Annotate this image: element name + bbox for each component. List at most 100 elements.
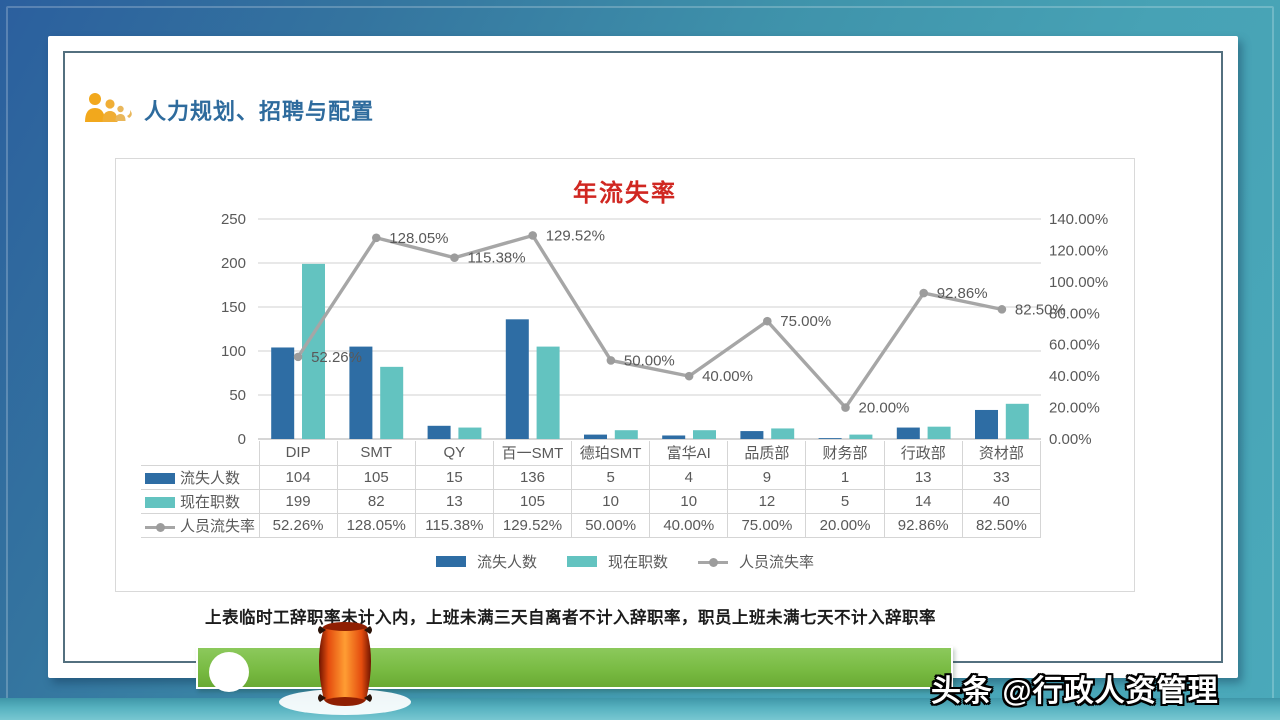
row-label: 流失人数: [180, 469, 241, 487]
table-value-cell: 40.00%: [649, 512, 729, 538]
right-axis-tick: 100.00%: [1049, 274, 1108, 291]
rate-point-DIP: [293, 352, 303, 362]
table-value-cell: 199: [258, 488, 338, 514]
category-header-cell: 行政部: [883, 441, 963, 466]
bar-流失人数-SMT: [349, 346, 373, 439]
rate-line: [296, 233, 1003, 410]
rate-label: 75.00%: [780, 313, 831, 330]
series-swatch-icon: [566, 556, 597, 567]
bar-现在职数-SMT: [380, 366, 404, 439]
bar-流失人数-财务部: [818, 438, 842, 439]
left-axis-tick: 250: [221, 211, 246, 228]
table-value-cell: 129.52%: [492, 512, 573, 538]
bar-现在职数-品质部: [771, 428, 795, 439]
footer-note: 上表临时工辞职率未计入内，上班未满三天自离者不计入辞职率，职员上班未满七天不计入…: [205, 609, 936, 627]
table-value-cell: 15: [414, 464, 494, 490]
left-axis-tick: 200: [221, 255, 246, 272]
bar-流失人数-德珀SMT: [584, 434, 607, 439]
bar-现在职数-财务部: [849, 434, 873, 439]
table-row: 现在职数 199 82 13 105 10 10 12 5 14 40: [141, 488, 1042, 514]
chart-data-table: DIP SMT QY 百一SMT 德珀SMT 富华AI 品质部 财务部 行政部 资材部 流失人数 10…: [141, 441, 1042, 538]
rate-point-财务部: [841, 403, 850, 412]
table-value-cell: 14: [883, 488, 963, 514]
rate-label: 115.38%: [468, 250, 526, 267]
rate-point-富华AI: [684, 371, 694, 381]
rate-label: 20.00%: [859, 400, 910, 417]
watermark: 头条 @行政人资管理: [931, 675, 1219, 708]
rate-label: 129.52%: [546, 227, 605, 244]
table-value-cell: 9: [727, 464, 807, 490]
bar-流失人数-富华AI: [662, 435, 686, 439]
category-header-cell: 富华AI: [649, 441, 729, 466]
chart-card: 年流失率 0 50 100 150 200 250 0.00% 20.00% 40.00% 60.…: [115, 158, 1135, 592]
bar-流失人数-QY: [427, 425, 451, 439]
table-value-cell: 10: [571, 488, 651, 514]
rate-point-资材部: [997, 305, 1007, 314]
category-header-cell: 百一SMT: [492, 441, 573, 466]
left-axis-tick: 150: [221, 299, 246, 316]
bar-现在职数-德珀SMT: [614, 430, 638, 439]
table-value-cell: 12: [727, 488, 807, 514]
line-marker-icon: [698, 556, 728, 567]
table-value-cell: 10: [649, 488, 729, 514]
table-value-cell: 13: [883, 464, 963, 490]
right-axis-tick: 40.00%: [1049, 368, 1100, 385]
rate-label: 50.00%: [624, 352, 675, 369]
table-value-cell: 40: [961, 488, 1042, 514]
legend-item: 流失人数: [435, 551, 537, 572]
rate-label: 52.26%: [311, 349, 362, 366]
rate-label: 82.50%: [1015, 301, 1066, 318]
left-axis-tick: 0: [238, 431, 246, 448]
orange-pin-decoration: [279, 622, 411, 715]
table-value-cell: 82.50%: [961, 512, 1042, 538]
bar-现在职数-百一SMT: [536, 346, 560, 439]
series-swatch-icon: [145, 497, 175, 509]
chart-title: 年流失率: [573, 180, 677, 207]
table-value-cell: 136: [492, 464, 573, 490]
page-title: 人力规划、招聘与配置: [144, 99, 375, 124]
row-label-cell: 人员流失率: [141, 512, 260, 538]
rate-point-行政部: [919, 288, 928, 298]
category-header-cell: DIP: [258, 441, 338, 466]
right-axis-tick: 60.00%: [1049, 337, 1100, 354]
category-header-cell: SMT: [336, 441, 416, 466]
row-label-cell: 流失人数: [141, 464, 260, 490]
rate-point-SMT: [372, 233, 381, 243]
right-axis-tick: 20.00%: [1049, 400, 1100, 417]
turnover-chart: 0 50 100 150 200 250 0.00% 20.00% 40.00% 60.00% 80…: [221, 211, 1108, 448]
table-value-cell: 52.26%: [258, 512, 338, 538]
category-header-cell: 品质部: [727, 441, 807, 466]
row-label-cell: 现在职数: [141, 488, 260, 514]
table-value-cell: 1: [805, 464, 885, 490]
left-axis-tick: 100: [221, 343, 246, 360]
table-row: DIP SMT QY 百一SMT 德珀SMT 富华AI 品质部 财务部 行政部 资材部: [141, 441, 1042, 466]
rate-label: 92.86%: [937, 285, 988, 302]
table-row: 流失人数 104 105 15 136 5 4 9 1 13 33: [141, 464, 1042, 490]
right-axis-tick: 0.00%: [1049, 431, 1092, 448]
table-value-cell: 92.86%: [883, 512, 963, 538]
bar-流失人数-百一SMT: [505, 319, 529, 439]
table-value-cell: 13: [414, 488, 494, 514]
bar-现在职数-QY: [458, 427, 482, 439]
table-value-cell: 128.05%: [336, 512, 416, 538]
table-value-cell: 33: [961, 464, 1042, 490]
right-axis-tick: 140.00%: [1049, 211, 1108, 228]
rate-label: 128.05%: [389, 230, 448, 247]
chart-legend: 流失人数 现在职数 人员流失率: [116, 551, 1134, 572]
legend-label: 流失人数: [476, 554, 537, 571]
bar-流失人数-DIP: [271, 347, 295, 439]
people-icon: [85, 93, 132, 122]
bar-流失人数-资材部: [975, 409, 998, 439]
category-header-cell: 德珀SMT: [571, 441, 651, 466]
table-value-cell: 20.00%: [805, 512, 885, 538]
line-marker-icon: [145, 521, 175, 532]
white-circle-decoration: [209, 652, 249, 692]
rate-point-QY: [450, 253, 459, 262]
table-value-cell: 105: [492, 488, 573, 514]
legend-label: 人员流失率: [739, 554, 815, 571]
category-header-cell: QY: [414, 441, 494, 466]
bar-现在职数-富华AI: [693, 430, 716, 439]
table-value-cell: 75.00%: [727, 512, 807, 538]
category-header-cell: 资材部: [961, 441, 1042, 466]
